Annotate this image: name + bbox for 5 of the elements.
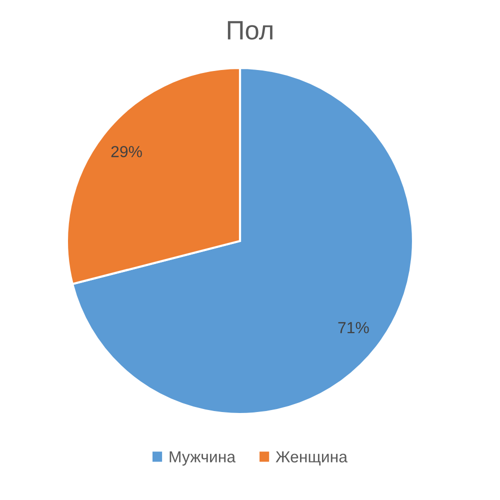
legend-label: Мужчина [170,451,236,466]
legend-label: Женщина [276,451,348,466]
data-label: 29% [111,146,142,158]
chart-title: Пол [228,21,272,40]
data-label: 71% [338,322,369,334]
